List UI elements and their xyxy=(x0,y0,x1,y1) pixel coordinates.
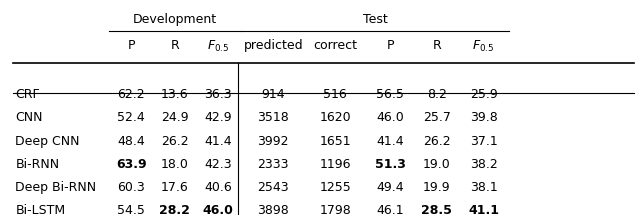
Text: $F_{0.5}$: $F_{0.5}$ xyxy=(472,39,495,54)
Text: 19.9: 19.9 xyxy=(423,181,451,194)
Text: 17.6: 17.6 xyxy=(161,181,189,194)
Text: 46.0: 46.0 xyxy=(376,111,404,124)
Text: P: P xyxy=(127,39,135,52)
Text: 62.2: 62.2 xyxy=(118,88,145,101)
Text: 13.6: 13.6 xyxy=(161,88,189,101)
Text: 46.0: 46.0 xyxy=(203,204,234,215)
Text: Bi-LSTM: Bi-LSTM xyxy=(15,204,65,215)
Text: 1798: 1798 xyxy=(319,204,351,215)
Text: 41.4: 41.4 xyxy=(204,135,232,147)
Text: CRF: CRF xyxy=(15,88,40,101)
Text: P: P xyxy=(387,39,394,52)
Text: 3518: 3518 xyxy=(257,111,289,124)
Text: 1255: 1255 xyxy=(319,181,351,194)
Text: 42.9: 42.9 xyxy=(204,111,232,124)
Text: 2333: 2333 xyxy=(257,158,289,171)
Text: $F_{0.5}$: $F_{0.5}$ xyxy=(207,39,230,54)
Text: 25.9: 25.9 xyxy=(470,88,497,101)
Text: 3898: 3898 xyxy=(257,204,289,215)
Text: 3992: 3992 xyxy=(257,135,289,147)
Text: Bi-RNN: Bi-RNN xyxy=(15,158,60,171)
Text: 48.4: 48.4 xyxy=(118,135,145,147)
Text: predicted: predicted xyxy=(243,39,303,52)
Text: R: R xyxy=(170,39,179,52)
Text: 24.9: 24.9 xyxy=(161,111,189,124)
Text: 63.9: 63.9 xyxy=(116,158,147,171)
Text: 516: 516 xyxy=(323,88,347,101)
Text: 39.8: 39.8 xyxy=(470,111,497,124)
Text: 56.5: 56.5 xyxy=(376,88,404,101)
Text: CNN: CNN xyxy=(15,111,43,124)
Text: Test: Test xyxy=(363,12,387,26)
Text: 1196: 1196 xyxy=(319,158,351,171)
Text: 28.2: 28.2 xyxy=(159,204,190,215)
Text: 914: 914 xyxy=(261,88,285,101)
Text: 28.5: 28.5 xyxy=(421,204,452,215)
Text: R: R xyxy=(433,39,441,52)
Text: 49.4: 49.4 xyxy=(376,181,404,194)
Text: Deep Bi-RNN: Deep Bi-RNN xyxy=(15,181,97,194)
Text: 41.4: 41.4 xyxy=(376,135,404,147)
Text: 38.2: 38.2 xyxy=(470,158,497,171)
Text: Development: Development xyxy=(132,12,217,26)
Text: 54.5: 54.5 xyxy=(117,204,145,215)
Text: 60.3: 60.3 xyxy=(118,181,145,194)
Text: 36.3: 36.3 xyxy=(204,88,232,101)
Text: 2543: 2543 xyxy=(257,181,289,194)
Text: 1620: 1620 xyxy=(319,111,351,124)
Text: 25.7: 25.7 xyxy=(423,111,451,124)
Text: 8.2: 8.2 xyxy=(427,88,447,101)
Text: 1651: 1651 xyxy=(319,135,351,147)
Text: 26.2: 26.2 xyxy=(161,135,189,147)
Text: 51.3: 51.3 xyxy=(375,158,406,171)
Text: 38.1: 38.1 xyxy=(470,181,497,194)
Text: 19.0: 19.0 xyxy=(423,158,451,171)
Text: Deep CNN: Deep CNN xyxy=(15,135,80,147)
Text: correct: correct xyxy=(314,39,357,52)
Text: 42.3: 42.3 xyxy=(204,158,232,171)
Text: 40.6: 40.6 xyxy=(204,181,232,194)
Text: 41.1: 41.1 xyxy=(468,204,499,215)
Text: 46.1: 46.1 xyxy=(376,204,404,215)
Text: 26.2: 26.2 xyxy=(423,135,451,147)
Text: 37.1: 37.1 xyxy=(470,135,497,147)
Text: 18.0: 18.0 xyxy=(161,158,189,171)
Text: 52.4: 52.4 xyxy=(118,111,145,124)
